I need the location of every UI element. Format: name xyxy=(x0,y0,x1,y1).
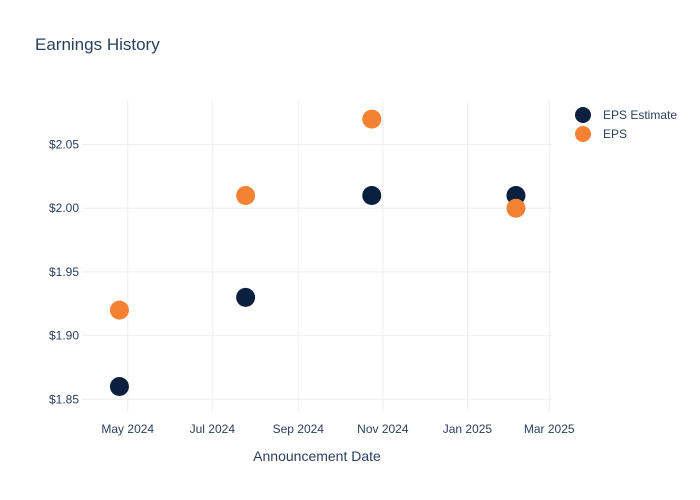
legend-label-eps[interactable]: EPS xyxy=(603,127,627,141)
eps-point[interactable] xyxy=(362,109,382,129)
x-tick-label: Mar 2025 xyxy=(524,422,575,436)
eps-point[interactable] xyxy=(506,198,526,218)
eps-estimate-point[interactable] xyxy=(236,287,256,307)
grid-layer xyxy=(82,100,552,412)
y-tick-label: $2.05 xyxy=(49,138,79,152)
eps-point[interactable] xyxy=(109,300,129,320)
y-tick-label: $1.95 xyxy=(49,265,79,279)
y-tick-label: $1.85 xyxy=(49,392,79,406)
y-tick-labels: $1.85 $1.90 $1.95 $2.00 $2.05 xyxy=(49,138,79,407)
chart-title: Earnings History xyxy=(35,35,160,54)
x-tick-label: Sep 2024 xyxy=(273,422,325,436)
x-tick-label: Jan 2025 xyxy=(443,422,493,436)
x-tick-label: Jul 2024 xyxy=(190,422,236,436)
legend-marker-eps-estimate[interactable] xyxy=(575,107,591,123)
legend[interactable]: EPS Estimate EPS xyxy=(575,107,677,142)
eps-point[interactable] xyxy=(236,186,256,206)
x-tick-labels: May 2024 Jul 2024 Sep 2024 Nov 2024 Jan 2025… xyxy=(101,422,574,436)
x-axis-title: Announcement Date xyxy=(253,448,381,464)
legend-marker-eps[interactable] xyxy=(575,126,591,142)
legend-label-eps-estimate[interactable]: EPS Estimate xyxy=(603,108,677,122)
x-tick-label: Nov 2024 xyxy=(357,422,409,436)
y-tick-label: $2.00 xyxy=(49,201,79,215)
data-points xyxy=(109,109,526,397)
x-tick-label: May 2024 xyxy=(101,422,154,436)
y-tick-label: $1.90 xyxy=(49,329,79,343)
eps-estimate-point[interactable] xyxy=(362,186,382,206)
eps-estimate-point[interactable] xyxy=(109,377,129,397)
